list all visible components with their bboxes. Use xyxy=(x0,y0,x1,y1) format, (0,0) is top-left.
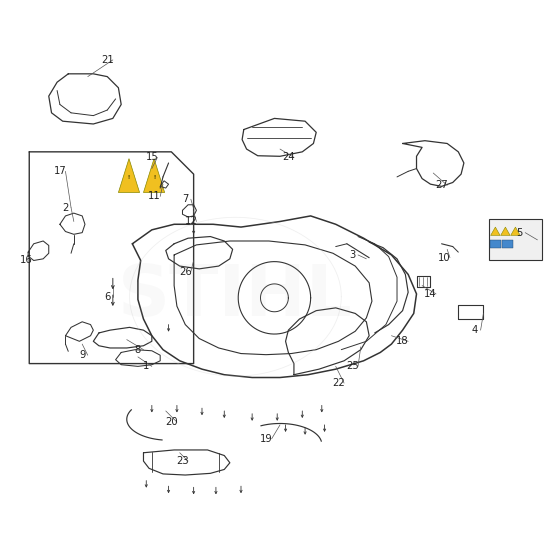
Text: 9: 9 xyxy=(79,350,85,360)
Text: !: ! xyxy=(128,175,130,180)
Text: 18: 18 xyxy=(396,337,409,346)
Text: 25: 25 xyxy=(346,361,359,371)
Text: 26: 26 xyxy=(179,267,192,277)
FancyBboxPatch shape xyxy=(490,240,501,248)
Text: 19: 19 xyxy=(260,434,273,444)
Polygon shape xyxy=(511,227,520,235)
Text: 22: 22 xyxy=(332,378,345,388)
Text: 14: 14 xyxy=(424,289,437,299)
Text: 5: 5 xyxy=(516,227,523,237)
Text: 10: 10 xyxy=(438,253,451,263)
Text: 3: 3 xyxy=(349,250,356,260)
Polygon shape xyxy=(491,227,500,235)
FancyBboxPatch shape xyxy=(489,219,542,260)
Text: 1: 1 xyxy=(143,361,150,371)
Text: 12: 12 xyxy=(184,217,197,226)
FancyBboxPatch shape xyxy=(502,240,514,248)
Text: 24: 24 xyxy=(282,152,295,162)
Polygon shape xyxy=(118,158,139,193)
Text: 4: 4 xyxy=(472,325,478,335)
Text: 17: 17 xyxy=(54,166,66,176)
Text: 11: 11 xyxy=(148,192,161,202)
Polygon shape xyxy=(501,227,510,235)
Text: 15: 15 xyxy=(146,152,158,162)
Text: 2: 2 xyxy=(62,203,69,213)
Text: 27: 27 xyxy=(435,180,448,190)
Text: 7: 7 xyxy=(182,194,189,204)
Polygon shape xyxy=(143,158,165,193)
Text: 6: 6 xyxy=(104,292,110,302)
Text: !: ! xyxy=(153,175,155,180)
Text: 21: 21 xyxy=(101,55,114,65)
Text: STIHL: STIHL xyxy=(118,262,353,331)
Text: 20: 20 xyxy=(165,417,178,427)
Text: 23: 23 xyxy=(176,456,189,466)
Text: 8: 8 xyxy=(135,344,141,354)
Text: 16: 16 xyxy=(20,255,33,265)
